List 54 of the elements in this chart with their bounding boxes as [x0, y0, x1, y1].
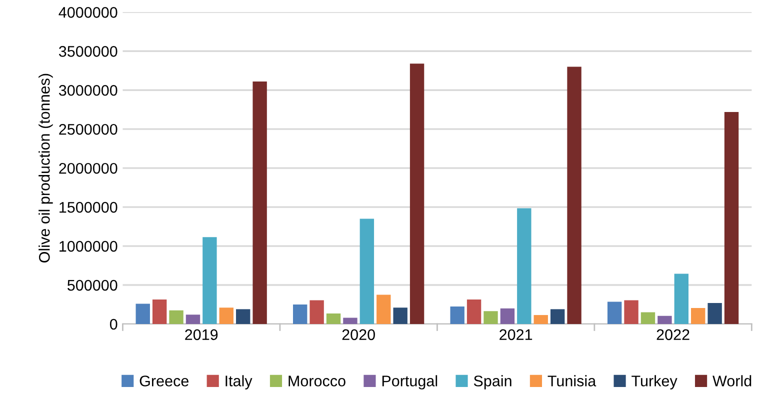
legend-label: Spain — [474, 375, 512, 390]
bar — [219, 308, 234, 324]
bar — [169, 310, 184, 324]
legend-label: Italy — [226, 375, 252, 390]
legend-label: Turkey — [632, 375, 678, 390]
x-tick-label: 2019 — [185, 329, 218, 340]
bar — [484, 311, 498, 324]
bar — [517, 208, 532, 324]
y-tick-label: 0 — [110, 318, 118, 330]
bar — [202, 237, 217, 324]
legend-label: Greece — [140, 376, 188, 386]
y-tick-label: 4000000 — [58, 7, 118, 18]
bar — [236, 309, 250, 324]
bar — [691, 308, 706, 324]
y-tick-label: 3000000 — [58, 84, 118, 96]
bar — [376, 294, 391, 324]
bar — [252, 82, 267, 324]
y-tick-label: 500000 — [67, 280, 118, 291]
x-tick-label: 2022 — [656, 329, 690, 340]
bar — [343, 318, 358, 324]
bar — [567, 66, 582, 324]
bar — [293, 304, 308, 324]
bar — [624, 300, 638, 324]
y-axis-title: Olive oil production (tonnes) — [38, 74, 53, 262]
bar — [658, 316, 672, 324]
bar — [326, 313, 341, 324]
bar — [152, 299, 167, 324]
legend-label: Tunisia — [548, 375, 596, 386]
bar — [360, 218, 374, 324]
y-tick-label: 1000000 — [60, 240, 118, 252]
bar — [607, 302, 622, 324]
bar — [724, 112, 739, 324]
bar — [708, 302, 722, 324]
legend-label: World — [712, 375, 752, 386]
bar — [393, 308, 408, 324]
y-tick-label: 1500000 — [60, 202, 118, 213]
bar — [674, 274, 688, 324]
bar — [466, 299, 482, 324]
x-tick-label: 2021 — [500, 329, 532, 340]
bar — [450, 306, 464, 324]
y-tick-label: 2000000 — [59, 162, 118, 174]
bar — [550, 309, 565, 324]
bar — [186, 314, 200, 324]
bar — [640, 312, 656, 324]
bar — [310, 300, 324, 324]
bar — [136, 304, 150, 324]
bar — [500, 308, 515, 324]
bar — [534, 315, 548, 324]
x-tick-label: 2020 — [342, 329, 375, 340]
bar — [410, 64, 424, 324]
legend-label: Portugal — [382, 375, 438, 390]
y-tick-label: 2500000 — [59, 124, 118, 135]
y-tick-label: 3500000 — [58, 46, 118, 57]
legend-label: Morocco — [288, 376, 346, 386]
